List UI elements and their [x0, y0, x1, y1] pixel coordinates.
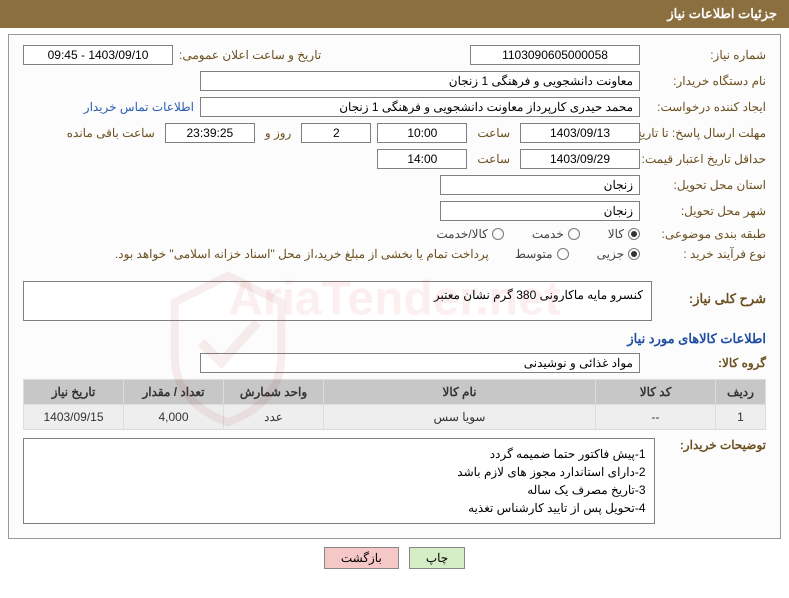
radio-service[interactable]: خدمت: [532, 227, 580, 241]
radio-dot-icon: [557, 248, 569, 260]
th-unit: واحد شمارش: [224, 380, 324, 405]
th-qty: تعداد / مقدار: [124, 380, 224, 405]
th-row: ردیف: [716, 380, 766, 405]
reply-hour-field: 10:00: [377, 123, 467, 143]
radio-medium[interactable]: متوسط: [515, 247, 569, 261]
button-bar: چاپ بازگشت: [0, 547, 789, 569]
radio-partial[interactable]: جزیی: [597, 247, 640, 261]
payment-text: پرداخت تمام یا بخشی از مبلغ خرید،از محل …: [115, 247, 489, 261]
hour-label-2: ساعت: [473, 152, 514, 166]
requester-field: محمد حیدری کارپرداز معاونت دانشجویی و فر…: [200, 97, 640, 117]
announce-label: تاریخ و ساعت اعلان عمومی:: [179, 48, 321, 62]
radio-goods-service[interactable]: کالا/خدمت: [436, 227, 503, 241]
buyer-org-field: معاونت دانشجویی و فرهنگی 1 زنجان: [200, 71, 640, 91]
days-and-label: روز و: [261, 126, 296, 140]
buyer-notes-box: 1-پیش فاکتور حتما ضمیمه گردد 2-دارای است…: [23, 438, 655, 524]
remaining-label: ساعت باقی مانده: [63, 126, 159, 140]
th-date: تاریخ نیاز: [24, 380, 124, 405]
goods-group-label: گروه کالا:: [646, 356, 766, 370]
th-name: نام کالا: [324, 380, 596, 405]
need-no-label: شماره نیاز:: [646, 48, 766, 62]
radio-dot-icon: [568, 228, 580, 240]
price-valid-hour-field: 14:00: [377, 149, 467, 169]
radio-dot-icon: [492, 228, 504, 240]
buyer-notes-label: توضیحات خریدار:: [667, 438, 766, 452]
city-field: زنجان: [440, 201, 640, 221]
price-valid-date-field: 1403/09/29: [520, 149, 640, 169]
back-button[interactable]: بازگشت: [324, 547, 399, 569]
radio-dot-icon: [628, 248, 640, 260]
panel-header: جزئیات اطلاعات نیاز: [0, 0, 789, 28]
need-no-field: 1103090605000058: [470, 45, 640, 65]
hour-label-1: ساعت: [473, 126, 514, 140]
announce-field: 1403/09/10 - 09:45: [23, 45, 173, 65]
goods-info-title: اطلاعات کالاهای مورد نیاز: [23, 331, 766, 347]
process-radio-group: جزیی متوسط: [515, 247, 640, 261]
requester-label: ایجاد کننده درخواست:: [646, 100, 766, 114]
contact-link[interactable]: اطلاعات تماس خریدار: [84, 100, 194, 114]
panel-title: جزئیات اطلاعات نیاز: [667, 6, 777, 21]
buyer-org-label: نام دستگاه خریدار:: [646, 74, 766, 88]
desc-label: شرح کلی نیاز:: [658, 291, 766, 307]
th-code: کد کالا: [596, 380, 716, 405]
radio-goods[interactable]: کالا: [608, 227, 640, 241]
goods-table: ردیف کد کالا نام کالا واحد شمارش تعداد /…: [23, 379, 766, 430]
print-button[interactable]: چاپ: [409, 547, 465, 569]
category-label: طبقه بندی موضوعی:: [646, 227, 766, 241]
goods-group-field: مواد غذائی و نوشیدنی: [200, 353, 640, 373]
desc-field: کنسرو مایه ماکارونی 380 گرم نشان معتبر: [23, 281, 652, 321]
reply-deadline-label: مهلت ارسال پاسخ: تا تاریخ:: [646, 126, 766, 140]
category-radio-group: کالا خدمت کالا/خدمت: [436, 227, 640, 241]
days-count-field: 2: [301, 123, 371, 143]
province-label: استان محل تحویل:: [646, 178, 766, 192]
remaining-time-field: 23:39:25: [165, 123, 255, 143]
form-container: شماره نیاز: 1103090605000058 تاریخ و ساع…: [8, 34, 781, 539]
radio-dot-icon: [628, 228, 640, 240]
table-row: 1 -- سویا سس عدد 4,000 1403/09/15: [24, 405, 766, 430]
province-field: زنجان: [440, 175, 640, 195]
process-label: نوع فرآیند خرید :: [646, 247, 766, 261]
city-label: شهر محل تحویل:: [646, 204, 766, 218]
reply-date-field: 1403/09/13: [520, 123, 640, 143]
